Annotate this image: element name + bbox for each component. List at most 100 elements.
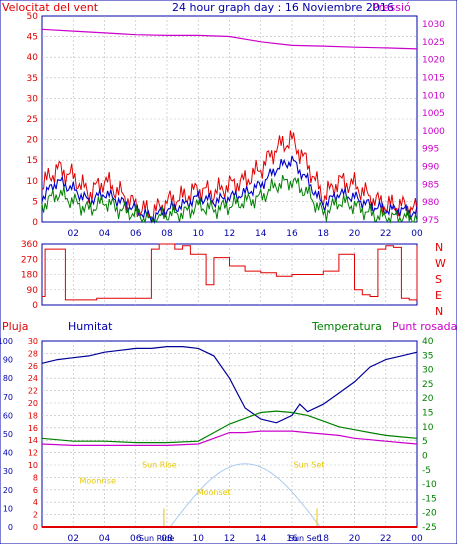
pressure-tick-label: 1020 xyxy=(422,56,445,66)
x-tick-label: 00 xyxy=(411,534,423,544)
temperature-tick-label: -15 xyxy=(422,494,437,504)
compass-letter: E xyxy=(435,289,442,302)
pressure-tick-label: 995 xyxy=(422,145,439,155)
x-tick-label: 08 xyxy=(161,534,173,544)
pressure-tick-label: 1000 xyxy=(422,127,445,137)
moonset-label: Moonset xyxy=(197,488,231,497)
direction-tick-label: 0 xyxy=(32,301,38,311)
x-tick-label: 22 xyxy=(380,229,391,239)
temperature-tick-label: 5 xyxy=(422,437,428,447)
x-tick-label: 10 xyxy=(193,534,205,544)
humidity-label: Humitat xyxy=(68,320,113,333)
x-tick-label: 22 xyxy=(380,534,391,544)
wind-speed-label: Velocitat del vent xyxy=(2,1,99,14)
pressure-tick-label: 1005 xyxy=(422,109,445,119)
x-tick-label: 08 xyxy=(161,229,173,239)
temperature-tick-label: -20 xyxy=(422,509,437,519)
moonrise-label: Moonrise xyxy=(80,477,116,486)
wind-tick-label: 15 xyxy=(27,156,38,166)
temperature-tick-label: 40 xyxy=(422,337,434,347)
x-tick-label: 18 xyxy=(318,229,330,239)
x-tick-label: 14 xyxy=(255,534,267,544)
direction-tick-label: 360 xyxy=(21,240,38,250)
wind-tick-label: 5 xyxy=(32,197,38,207)
rain-tick-label: 18 xyxy=(28,411,38,420)
compass-letter: N xyxy=(435,241,443,254)
compass-letter: W xyxy=(435,257,446,270)
rain-tick-label: 2 xyxy=(33,511,38,520)
x-tick-label: 04 xyxy=(99,534,111,544)
direction-tick-label: 180 xyxy=(21,271,38,281)
temperature-tick-label: 20 xyxy=(422,394,434,404)
pressure-tick-label: 1010 xyxy=(422,91,445,101)
temperature-label: Temperatura xyxy=(311,320,382,333)
humidity-tick-label: 40 xyxy=(3,449,13,458)
rain-tick-label: 16 xyxy=(28,424,38,433)
rain-tick-label: 4 xyxy=(33,498,38,507)
wind-tick-label: 20 xyxy=(27,136,39,146)
temperature-tick-label: 15 xyxy=(422,409,433,419)
humidity-line xyxy=(41,346,418,424)
wind-tick-label: 45 xyxy=(27,33,38,43)
rain-tick-label: 6 xyxy=(33,486,38,495)
rain-tick-label: 28 xyxy=(28,349,38,358)
temperature-tick-label: -25 xyxy=(422,523,437,533)
temperature-tick-label: 0 xyxy=(422,451,428,461)
wind-tick-label: 10 xyxy=(27,177,39,187)
x-tick-label: 06 xyxy=(130,229,142,239)
pressure-line xyxy=(41,28,418,50)
humidity-tick-label: 50 xyxy=(3,430,13,439)
direction-line xyxy=(42,243,418,301)
temperature-tick-label: 35 xyxy=(422,351,433,361)
humidity-tick-label: 70 xyxy=(3,393,13,402)
sunset-label: Sun Set xyxy=(294,460,325,469)
humidity-tick-label: 0 xyxy=(8,523,13,532)
rain-tick-label: 26 xyxy=(28,362,38,371)
humidity-tick-label: 10 xyxy=(3,504,13,513)
compass-letter: S xyxy=(435,273,442,286)
rain-tick-label: 14 xyxy=(28,436,38,445)
x-tick-label: 10 xyxy=(193,229,205,239)
direction-tick-label: 270 xyxy=(21,255,38,265)
wind-tick-label: 50 xyxy=(27,12,39,22)
x-tick-label: 18 xyxy=(318,534,330,544)
x-tick-label: 20 xyxy=(349,229,361,239)
sunrise-label: Sun Rise xyxy=(142,460,177,469)
x-tick-label: 02 xyxy=(68,229,79,239)
temperature-tick-label: -10 xyxy=(422,480,437,490)
pressure-tick-label: 1025 xyxy=(422,38,445,48)
x-tick-label: 04 xyxy=(99,229,111,239)
compass-letter: N xyxy=(435,305,443,318)
wind-tick-label: 40 xyxy=(27,53,39,63)
pressure-tick-label: 975 xyxy=(422,216,439,226)
wind-tick-label: 25 xyxy=(27,115,38,125)
humidity-tick-label: 30 xyxy=(3,467,13,476)
x-tick-label: 12 xyxy=(224,229,235,239)
humidity-tick-label: 80 xyxy=(3,374,13,383)
temperature-line xyxy=(41,410,418,444)
temperature-tick-label: 10 xyxy=(422,423,434,433)
temperature-tick-label: 25 xyxy=(422,380,433,390)
x-tick-label: 06 xyxy=(130,534,142,544)
rain-tick-label: 0 xyxy=(33,523,38,532)
wind-tick-label: 30 xyxy=(27,94,39,104)
x-tick-label: 14 xyxy=(255,229,267,239)
chart-title: 24 hour graph day : 16 Noviembre 2016 xyxy=(172,1,394,14)
temperature-tick-label: 30 xyxy=(422,366,434,376)
x-tick-label: 20 xyxy=(349,534,361,544)
rain-tick-label: 30 xyxy=(28,337,38,346)
rain-label: Pluja xyxy=(2,320,28,333)
dewpoint-line xyxy=(41,430,418,446)
x-tick-label: 16 xyxy=(286,229,298,239)
rain-tick-label: 20 xyxy=(28,399,38,408)
temperature-tick-label: -5 xyxy=(422,466,431,476)
wind-gust-line xyxy=(41,130,418,223)
rain-tick-label: 22 xyxy=(28,387,38,396)
pressure-tick-label: 1030 xyxy=(422,20,445,30)
pressure-label: Pressió xyxy=(372,1,411,14)
x-tick-label: 16 xyxy=(286,534,298,544)
sun-set-short-label: Sun Set xyxy=(289,534,320,543)
